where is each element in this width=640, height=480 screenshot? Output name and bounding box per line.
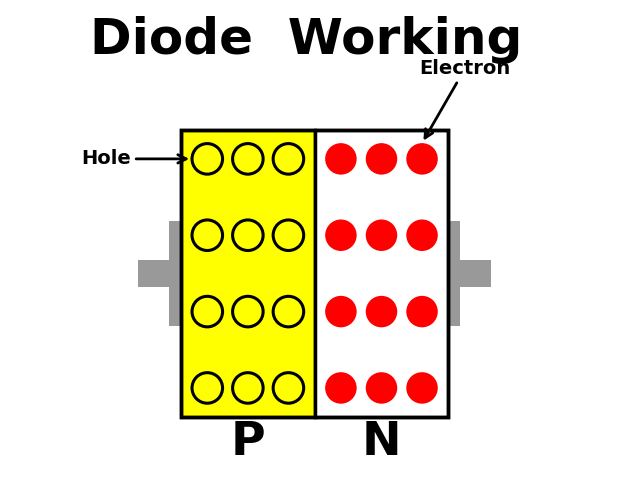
Circle shape [325,296,356,327]
Bar [169,221,181,326]
Circle shape [232,296,263,327]
Circle shape [365,219,397,251]
Circle shape [325,372,356,404]
Circle shape [232,372,263,403]
Circle shape [365,372,397,404]
Circle shape [406,143,438,175]
Circle shape [325,143,356,175]
Circle shape [406,372,438,404]
Circle shape [365,296,397,327]
Circle shape [273,372,304,403]
Text: Hole: Hole [81,149,186,168]
Circle shape [406,219,438,251]
Bar [460,260,492,287]
Bar [315,130,448,417]
Circle shape [406,296,438,327]
Circle shape [365,143,397,175]
Circle shape [232,144,263,174]
Bar [138,260,169,287]
Circle shape [192,144,223,174]
Circle shape [273,296,304,327]
Bar [448,221,460,326]
Circle shape [192,372,223,403]
Bar [181,130,448,417]
Text: Diode  Working: Diode Working [90,16,523,64]
Text: P: P [230,420,265,465]
Circle shape [192,220,223,251]
Circle shape [192,296,223,327]
Circle shape [273,220,304,251]
Text: Electron: Electron [420,59,511,138]
Text: N: N [362,420,401,465]
Circle shape [325,219,356,251]
Bar [181,130,315,417]
Circle shape [273,144,304,174]
Circle shape [232,220,263,251]
